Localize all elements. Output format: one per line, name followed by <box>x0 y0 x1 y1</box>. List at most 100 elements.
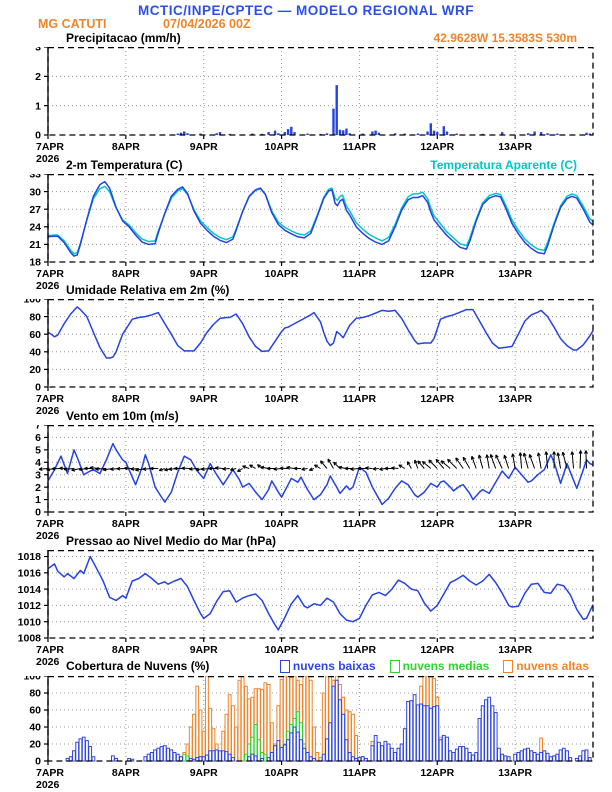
humidity-title-row: Umidade Relativa em 2m (%) <box>48 283 593 297</box>
x-tick-label: 7APR <box>36 393 64 405</box>
grid-lines <box>48 676 593 761</box>
x-tick-label: 7APR <box>36 518 64 530</box>
x-tick-sublabel: 2026 <box>36 656 60 668</box>
data-line <box>47 180 594 257</box>
plot-border <box>47 550 594 639</box>
x-tick-label: 13APR <box>498 268 532 280</box>
y-tick-label: 1016 <box>18 567 42 579</box>
y-tick-label: 100 <box>23 299 41 306</box>
apparent-temp-label: Temperatura Aparente (C) <box>430 158 577 172</box>
data-line <box>47 185 594 255</box>
y-tick-label: 5 <box>35 445 41 457</box>
y-tick-label: 100 <box>23 676 41 683</box>
humidity-title: Umidade Relativa em 2m (%) <box>66 283 230 297</box>
y-axis-ticks: 1008 1010 1012 1014 1016 1018 <box>18 551 48 645</box>
x-tick-label: 10APR <box>265 268 299 280</box>
data-line <box>47 555 594 631</box>
wind-title: Vento em 10m (m/s) <box>66 409 179 423</box>
x-tick-label: 8APR <box>112 518 140 530</box>
x-tick-label: 7APR <box>36 644 64 656</box>
x-tick-label: 8APR <box>112 393 140 405</box>
y-tick-label: 3 <box>35 47 41 54</box>
precip-title: Precipitacao (mm/h) <box>66 31 181 45</box>
x-tick-label: 7APR <box>36 141 64 153</box>
x-tick-label: 10APR <box>265 393 299 405</box>
x-tick-label: 9APR <box>190 644 218 656</box>
y-tick-label: 33 <box>29 174 41 181</box>
clouds-legend: nuvens baixas nuvens medias nuvens altas <box>279 659 593 673</box>
x-tick-label: 11APR <box>343 518 377 530</box>
y-tick-label: 30 <box>29 186 41 198</box>
y-tick-label: 0 <box>35 507 41 519</box>
grid-lines <box>48 47 593 135</box>
y-tick-label: 1010 <box>18 616 42 628</box>
x-tick-sublabel: 2026 <box>36 779 60 791</box>
y-tick-label: 7 <box>35 425 41 432</box>
y-tick-label: 1008 <box>18 633 42 645</box>
y-tick-label: 24 <box>29 221 41 233</box>
y-tick-label: 2 <box>35 482 41 494</box>
x-tick-label: 8APR <box>112 644 140 656</box>
y-tick-label: 60 <box>29 329 41 341</box>
y-tick-label: 0 <box>35 756 41 768</box>
pressure-title: Pressao ao Nivel Medio do Mar (hPa) <box>66 534 277 548</box>
y-axis-ticks: 0 1 2 3 <box>35 47 48 142</box>
x-tick-label: 13APR <box>498 393 532 405</box>
y-tick-label: 6 <box>35 432 41 444</box>
altas-label: nuvens altas <box>516 659 589 673</box>
y-tick-label: 0 <box>35 382 41 394</box>
x-tick-label: 9APR <box>190 268 218 280</box>
y-axis-ticks: 0 20 40 60 80 100 <box>23 299 48 394</box>
model-run-label: 07/04/2026 00Z <box>163 17 251 31</box>
x-tick-label: 11APR <box>343 644 377 656</box>
x-tick-label: 9APR <box>190 393 218 405</box>
x-tick-label: 10APR <box>265 518 299 530</box>
y-tick-label: 0 <box>35 130 41 142</box>
x-tick-label: 10APR <box>265 767 299 779</box>
x-tick-label: 11APR <box>343 393 377 405</box>
x-tick-label: 12APR <box>420 518 454 530</box>
y-tick-label: 20 <box>29 739 41 751</box>
y-tick-label: 3 <box>35 469 41 481</box>
x-tick-label: 13APR <box>498 141 532 153</box>
grid-lines <box>48 550 593 638</box>
x-tick-label: 8APR <box>112 141 140 153</box>
x-tick-label: 12APR <box>420 644 454 656</box>
grid-lines <box>48 299 593 387</box>
x-tick-label: 12APR <box>420 141 454 153</box>
medias-swatch-icon <box>389 659 400 673</box>
legend-item-baixas: nuvens baixas <box>279 659 376 673</box>
clouds-title: Cobertura de Nuvens (%) <box>66 659 210 673</box>
baixas-swatch-icon <box>279 659 290 673</box>
y-tick-label: 80 <box>29 311 41 323</box>
temp-title-row: 2-m Temperatura (C) Temperatura Aparente… <box>48 158 593 172</box>
y-axis-ticks: 18 21 24 27 30 33 <box>29 174 48 269</box>
data-line <box>47 306 594 359</box>
x-tick-label: 9APR <box>190 767 218 779</box>
legend-item-altas: nuvens altas <box>503 659 589 673</box>
location-label: 42.9628W 15.3583S 530m <box>433 31 577 45</box>
x-tick-label: 9APR <box>190 518 218 530</box>
y-tick-label: 1 <box>35 100 41 112</box>
y-tick-label: 60 <box>29 705 41 717</box>
y-tick-label: 1018 <box>18 551 42 563</box>
x-tick-label: 12APR <box>420 767 454 779</box>
temp-title: 2-m Temperatura (C) <box>66 158 183 172</box>
medias-label: nuvens medias <box>402 659 490 673</box>
pressure-title-row: Pressao ao Nivel Medio do Mar (hPa) <box>48 534 593 548</box>
y-tick-label: 20 <box>29 364 41 376</box>
plot-border <box>47 47 594 136</box>
x-tick-label: 11APR <box>343 268 377 280</box>
station-label: MG CATUTI <box>38 17 107 31</box>
y-tick-label: 1012 <box>18 600 42 612</box>
x-tick-label: 11APR <box>343 141 377 153</box>
altas-swatch-icon <box>503 659 514 673</box>
